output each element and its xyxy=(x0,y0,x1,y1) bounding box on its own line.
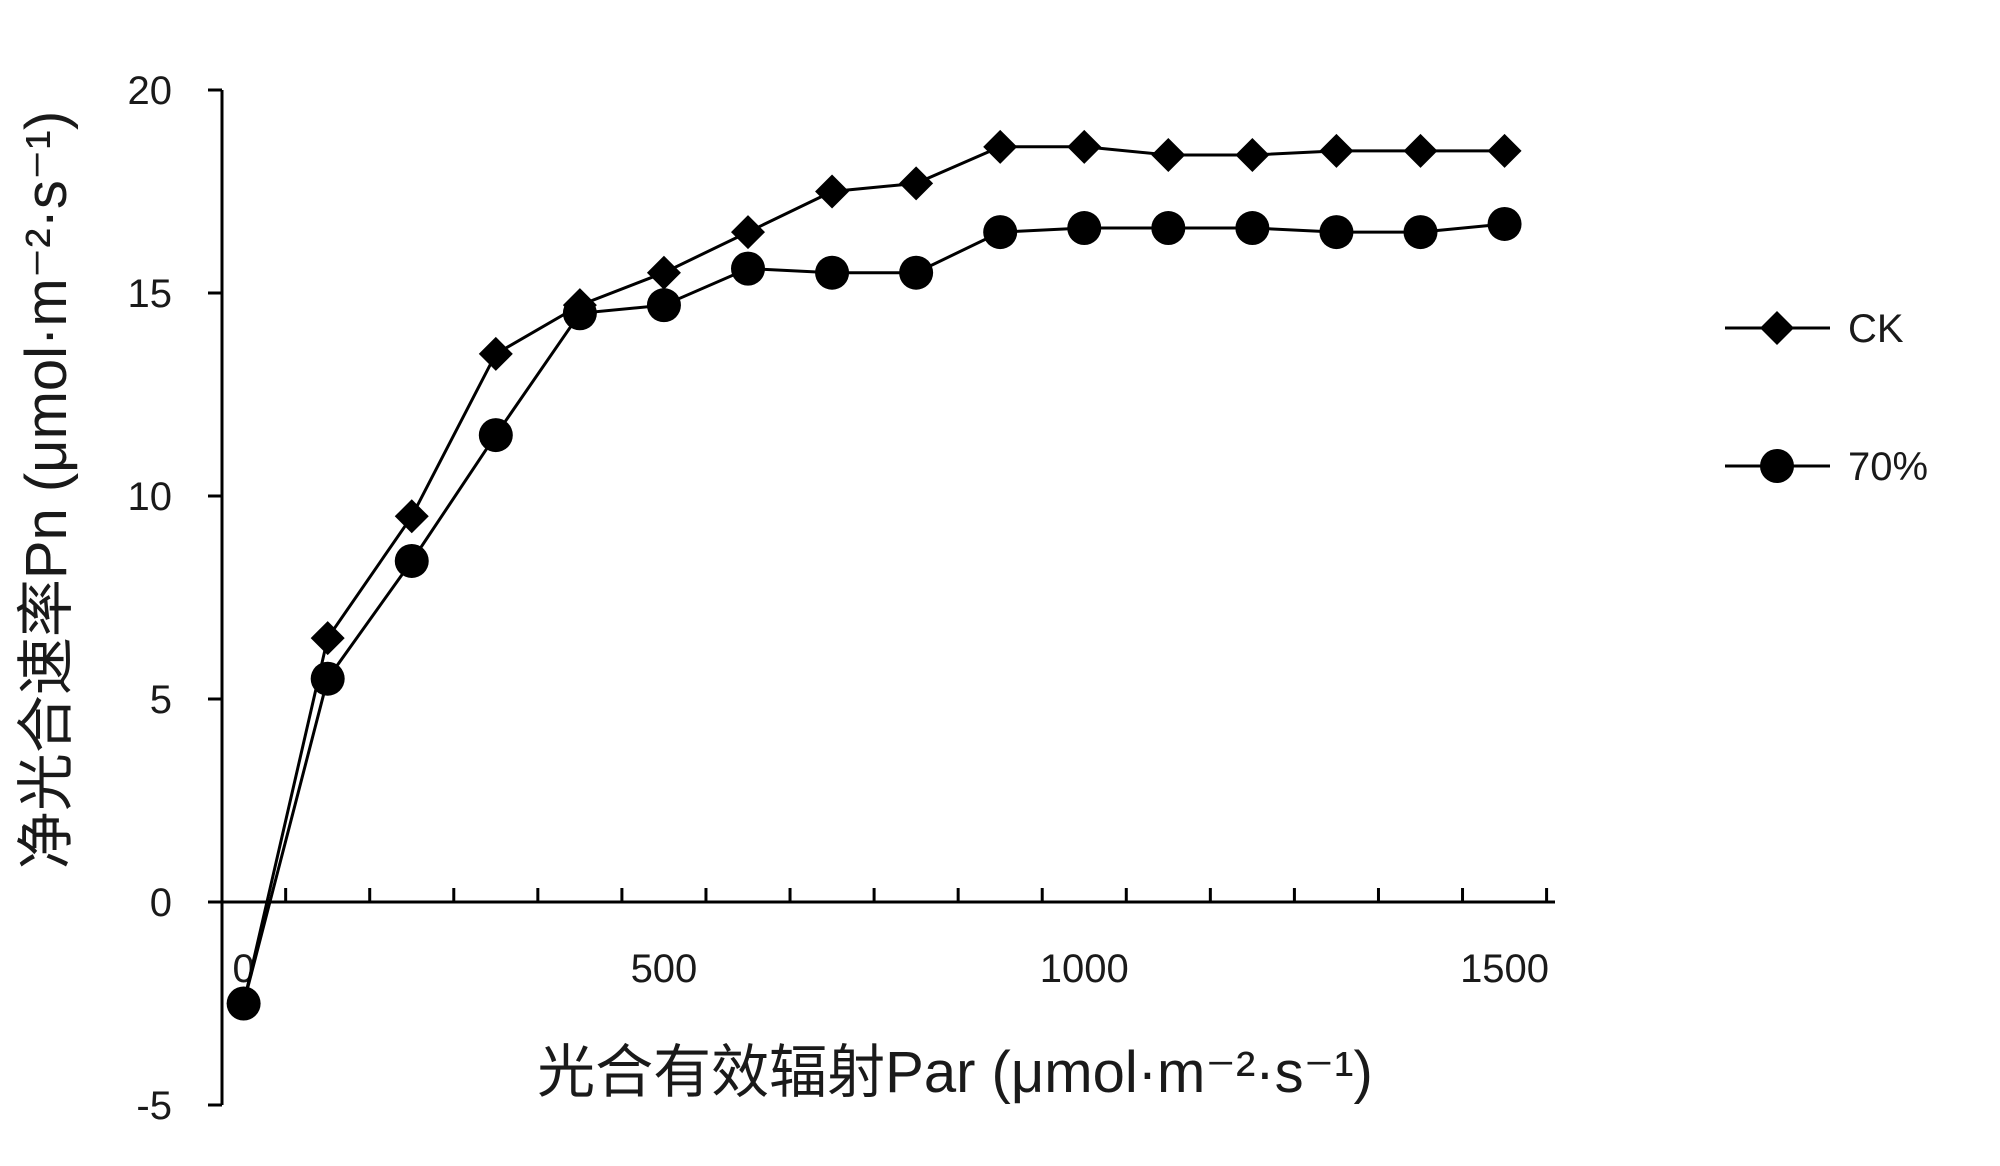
y-tick-label: 10 xyxy=(128,475,173,519)
data-point xyxy=(226,986,261,1021)
data-point xyxy=(478,418,513,453)
legend-entry: 70% xyxy=(1725,445,1928,489)
data-point xyxy=(1151,137,1186,172)
data-point xyxy=(394,499,429,534)
y-tick-label: 0 xyxy=(150,881,172,925)
data-point xyxy=(1235,211,1270,246)
legend-entry: CK xyxy=(1725,307,1904,351)
y-tick-label: 20 xyxy=(128,69,173,113)
data-point xyxy=(310,661,345,696)
data-point xyxy=(815,174,850,209)
series-line xyxy=(242,222,1505,1004)
legend-label: 70% xyxy=(1848,445,1928,489)
data-point xyxy=(731,251,765,286)
x-axis-title: 光合有效辐射Par (μmol·m⁻²·s⁻¹) xyxy=(537,1040,1373,1105)
x-axis: 0 500 1000 1500 xyxy=(222,888,1555,991)
data-point xyxy=(1067,211,1102,246)
data-point xyxy=(1403,133,1438,168)
data-point xyxy=(394,543,429,578)
data-point xyxy=(646,288,681,323)
series-2 xyxy=(226,206,1522,1021)
y-axis-title: 净光合速率Pn (μmol·m⁻²·s⁻¹) xyxy=(14,111,79,869)
data-point xyxy=(1319,215,1354,250)
data-point xyxy=(310,621,345,656)
data-point xyxy=(731,215,765,250)
legend-marker xyxy=(1760,449,1794,483)
data-point xyxy=(899,166,934,201)
data-point xyxy=(1151,211,1186,246)
data-point xyxy=(1067,129,1102,164)
data-point xyxy=(1235,137,1270,172)
data-point xyxy=(983,215,1018,250)
legend-marker xyxy=(1760,311,1794,345)
series-layer xyxy=(226,129,1522,1021)
x-tick-label: 500 xyxy=(631,947,698,991)
data-point xyxy=(1487,206,1522,241)
data-point xyxy=(899,255,934,290)
data-point xyxy=(1403,215,1438,250)
series-1 xyxy=(226,129,1522,1021)
legend: CK 70% xyxy=(1725,307,1928,489)
legend-label: CK xyxy=(1848,307,1904,351)
y-tick-label: -5 xyxy=(136,1084,172,1128)
data-point xyxy=(815,255,850,290)
x-tick-label: 1000 xyxy=(1040,947,1129,991)
data-point xyxy=(562,296,597,331)
data-point xyxy=(1319,133,1354,168)
series-line xyxy=(242,145,1505,1004)
y-axis: -5 0 5 10 15 20 xyxy=(128,69,224,1128)
y-tick-label: 15 xyxy=(128,272,173,316)
x-tick-label: 1500 xyxy=(1460,947,1549,991)
data-point xyxy=(1487,133,1522,168)
data-point xyxy=(646,255,681,290)
data-point xyxy=(983,129,1018,164)
y-tick-label: 5 xyxy=(150,678,172,722)
data-point xyxy=(478,336,513,371)
